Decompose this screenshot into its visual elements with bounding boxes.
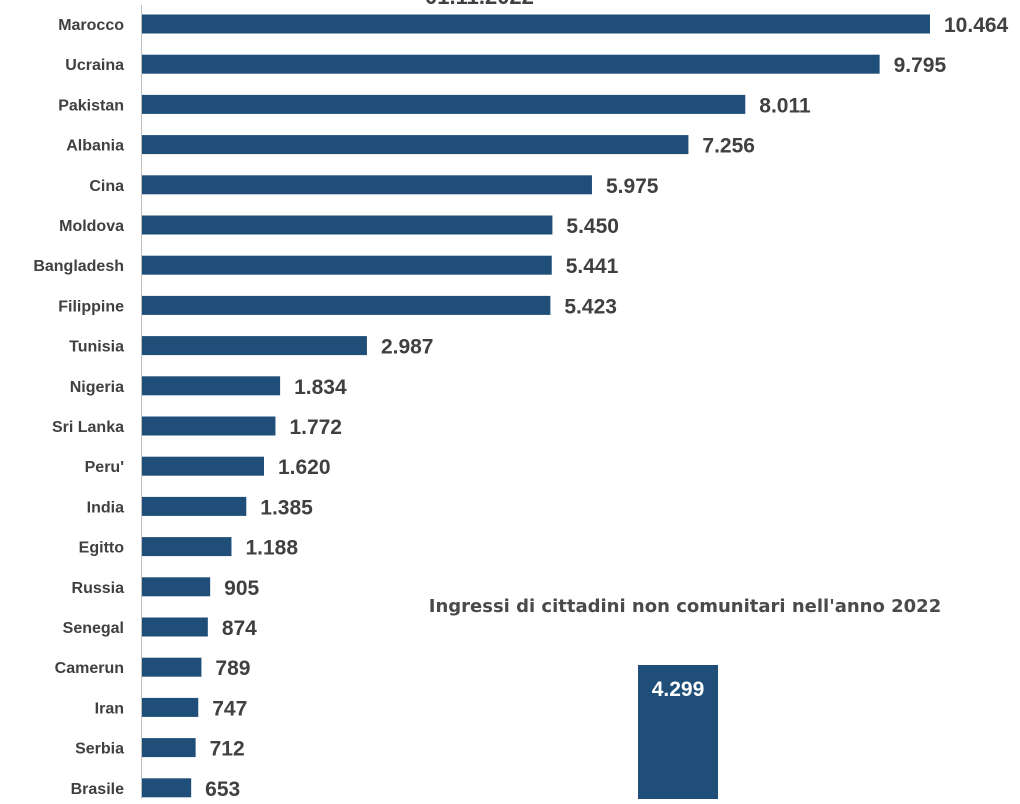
value-label: 905 xyxy=(224,577,259,600)
value-label: 1.620 xyxy=(278,456,331,479)
value-label: 9.795 xyxy=(894,54,947,77)
value-label: 8.011 xyxy=(759,94,811,117)
category-label: Ucraina xyxy=(65,57,124,74)
value-label: 1.772 xyxy=(289,416,342,439)
bar-8 xyxy=(142,336,367,356)
bar-11 xyxy=(142,456,264,476)
category-label: Albania xyxy=(66,138,124,155)
inset-bar xyxy=(638,665,718,799)
category-label: Bangladesh xyxy=(33,258,124,275)
bar-10 xyxy=(142,416,276,436)
category-label: Moldova xyxy=(59,218,124,235)
inset-bar-value-label: 4.299 xyxy=(651,678,705,701)
bar-16 xyxy=(142,657,202,677)
value-label: 747 xyxy=(212,697,247,720)
bar-12 xyxy=(142,496,247,516)
bar-9 xyxy=(142,376,281,396)
category-label: Brasile xyxy=(71,781,124,798)
value-label: 1.385 xyxy=(260,496,313,519)
bar-4 xyxy=(142,175,592,195)
category-label: India xyxy=(87,499,124,516)
category-label: Russia xyxy=(72,580,125,597)
bar-2 xyxy=(142,94,746,114)
bar-19 xyxy=(142,778,192,798)
chart-title: 01.11.2022 xyxy=(425,0,534,10)
bar-18 xyxy=(142,738,196,758)
bar-7 xyxy=(142,295,551,315)
category-label: Senegal xyxy=(63,620,124,637)
category-label: Sri Lanka xyxy=(52,419,124,436)
category-label: Camerun xyxy=(55,660,124,677)
bar-14 xyxy=(142,577,211,597)
bar-5 xyxy=(142,215,553,235)
value-label: 653 xyxy=(205,778,240,799)
category-label: Pakistan xyxy=(58,97,124,114)
value-label: 5.423 xyxy=(564,295,617,318)
inset-chart-title: Ingressi di cittadini non comunitari nel… xyxy=(428,596,942,617)
value-label: 1.834 xyxy=(294,376,347,399)
category-label: Serbia xyxy=(75,741,124,758)
category-label: Nigeria xyxy=(70,379,124,396)
category-label: Cina xyxy=(89,178,124,195)
value-label: 2.987 xyxy=(381,336,434,359)
value-label: 5.975 xyxy=(606,175,659,198)
category-label: Iran xyxy=(95,700,124,717)
value-label: 5.450 xyxy=(566,215,619,238)
bar-17 xyxy=(142,697,199,717)
value-label: 1.188 xyxy=(245,537,298,560)
category-label: Tunisia xyxy=(69,339,124,356)
bar-0 xyxy=(142,14,930,34)
bar-15 xyxy=(142,617,208,637)
value-label: 789 xyxy=(215,657,250,680)
category-label: Egitto xyxy=(79,540,125,557)
bar-1 xyxy=(142,54,880,74)
value-label: 5.441 xyxy=(566,255,619,278)
bar-6 xyxy=(142,255,552,275)
category-label: Peru' xyxy=(85,459,124,476)
category-label: Filippine xyxy=(58,298,124,315)
value-label: 712 xyxy=(210,738,245,761)
value-label: 874 xyxy=(222,617,257,640)
bar-3 xyxy=(142,135,689,155)
value-label: 10.464 xyxy=(944,14,1009,37)
value-label: 7.256 xyxy=(702,135,755,158)
bar-13 xyxy=(142,537,232,557)
category-label: Marocco xyxy=(58,17,124,34)
